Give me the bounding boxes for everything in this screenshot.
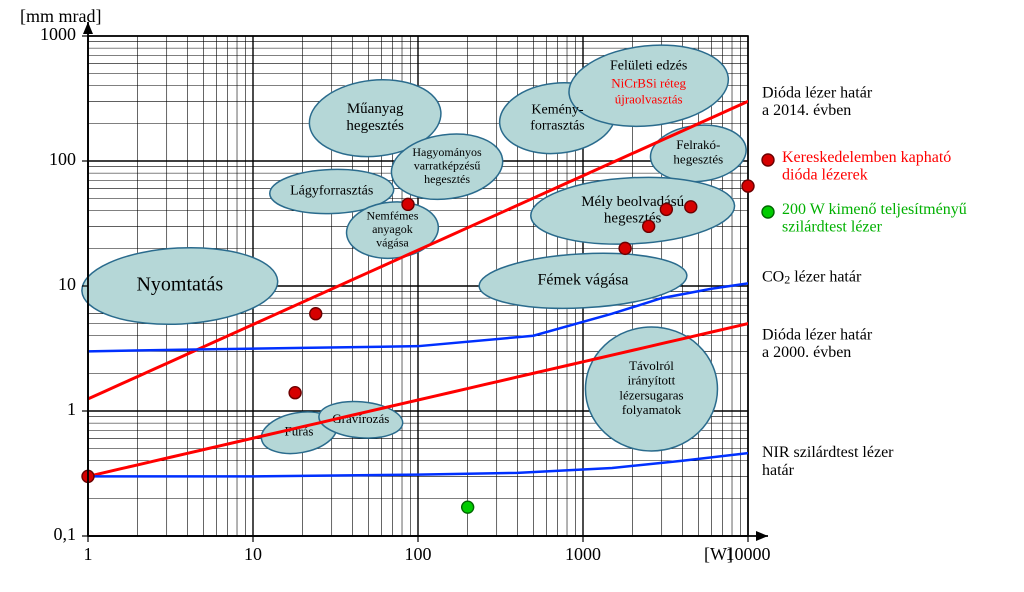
svg-text:NiCrBSi réteg: NiCrBSi réteg: [611, 76, 686, 91]
ellipse-label: Műanyag: [347, 101, 404, 117]
line-label: a 2000. évben: [762, 344, 851, 361]
ellipse-label: hegesztés: [673, 152, 723, 167]
ellipse-label: forrasztás: [530, 118, 584, 133]
svg-text:100: 100: [49, 149, 76, 169]
line-label: CO2 lézer határ: [762, 268, 862, 286]
svg-text:0,1: 0,1: [54, 524, 77, 544]
bubble-chart: NyomtatásFúrásGravírozásLágyforrasztásNe…: [0, 0, 1024, 592]
legend-label: Kereskedelemben kapható: [782, 149, 951, 166]
legend-label: 200 W kimenő teljesítményű: [782, 201, 967, 218]
legend-marker: [762, 154, 774, 166]
ellipse-label: vágása: [376, 235, 409, 249]
line-label: a 2014. évben: [762, 102, 851, 119]
line-label: Dióda lézer határ: [762, 327, 873, 344]
red-point: [310, 308, 322, 320]
line-label: NIR szilárdtest lézer: [762, 444, 894, 461]
ellipse-label: Nemfémes: [366, 208, 418, 222]
red-point: [402, 198, 414, 210]
red-point: [643, 220, 655, 232]
svg-text:1000: 1000: [40, 24, 76, 44]
ellipse-label: Nyomtatás: [136, 274, 223, 296]
chart-container: { "chart": { "type": "bubble-log-log", "…: [0, 0, 1024, 592]
svg-text:[W]: [W]: [704, 544, 733, 564]
ellipse-label: varratképzésű: [414, 158, 481, 172]
svg-text:1: 1: [67, 399, 76, 419]
ellipse-label: Lágyforrasztás: [290, 184, 373, 199]
svg-text:1000: 1000: [565, 544, 601, 564]
svg-text:újraolvasztás: újraolvasztás: [615, 92, 683, 107]
ellipse-label: anyagok: [372, 222, 413, 236]
legend-label: szilárdtest lézer: [782, 218, 883, 235]
ellipse-label: Felrakó-: [676, 137, 720, 152]
green-point: [462, 501, 474, 513]
red-point: [289, 387, 301, 399]
svg-text:[mm mrad]: [mm mrad]: [20, 6, 101, 26]
red-point: [742, 180, 754, 192]
red-point: [619, 242, 631, 254]
ellipse-label: hegesztés: [346, 118, 404, 134]
ellipse-label: Fémek vágása: [537, 271, 628, 288]
line-label: határ: [762, 462, 795, 479]
red-point: [685, 201, 697, 213]
ellipse-label: irányított: [628, 373, 676, 388]
ellipse-label: Kemény-: [531, 103, 583, 118]
svg-text:1: 1: [84, 544, 93, 564]
legend-marker: [762, 206, 774, 218]
red-point: [660, 203, 672, 215]
svg-text:10: 10: [244, 544, 262, 564]
svg-text:100: 100: [405, 544, 432, 564]
ellipse-label: lézersugaras: [619, 387, 683, 402]
svg-text:10: 10: [58, 274, 76, 294]
ellipse-label: hegesztés: [424, 172, 470, 186]
ellipse-label: folyamatok: [622, 402, 682, 417]
legend-label: dióda lézerek: [782, 166, 868, 183]
line-label: Dióda lézer határ: [762, 84, 873, 101]
ellipse-label: Hagyományos: [412, 145, 482, 159]
ellipse-label: Távolról: [629, 358, 674, 373]
svg-text:Felületi edzés: Felületi edzés: [610, 59, 687, 74]
